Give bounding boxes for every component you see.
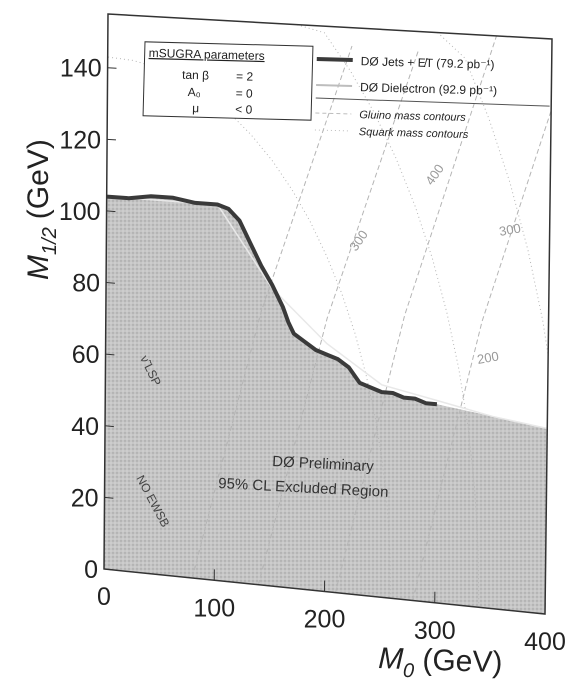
y-tick-mark-5	[106, 210, 116, 213]
x-tick-label-4: 400	[524, 628, 565, 656]
legend: DØ Jets + E̸T (79.2 pb⁻¹) DØ Dielectron …	[314, 54, 550, 141]
contour-label-squark-300: 300	[498, 220, 522, 239]
x-axis-title: M0 (GeV)	[378, 642, 503, 685]
legend-swatch-squark	[314, 129, 351, 132]
legend-swatch-jets	[316, 57, 353, 62]
y-tick-mark-1	[104, 496, 114, 499]
x-tick-label-2: 200	[304, 606, 346, 634]
series-jets-line	[106, 194, 438, 407]
y-tick-label-2: 40	[71, 413, 99, 441]
y-tick-label-4: 80	[72, 270, 100, 298]
y-tick-mark-0	[103, 568, 113, 571]
legend-swatch-gluino	[315, 112, 352, 115]
parameters-box: mSUGRA parameters tan β = 2 A₀ = 0 μ < 0	[142, 41, 314, 121]
param-tan-beta-value: = 2	[236, 69, 254, 83]
contour-label-squark-200: 200	[476, 348, 500, 367]
y-tick-mark-6	[107, 138, 116, 141]
x-axis-subscript: 0	[403, 660, 415, 682]
legend-label-dielectron: DØ Dielectron (92.9 pb⁻¹)	[360, 80, 497, 98]
y-axis-unit: (GeV)	[22, 139, 55, 219]
legend-divider	[315, 97, 550, 107]
contour-label-gluino-400: 400	[422, 161, 447, 187]
x-tick-label-0: 0	[97, 583, 111, 611]
x-tick-label-3: 300	[414, 617, 456, 645]
gluino-contour-0	[191, 45, 353, 579]
legend-swatch-dielectron	[316, 84, 353, 87]
squark-contour-2	[107, 56, 392, 599]
gluino-contour-2	[335, 35, 497, 593]
y-tick-label-5: 100	[59, 198, 101, 226]
svg-text:M1/2(GeV): M1/2 (GeV)	[22, 139, 61, 280]
x-axis-symbol: M	[378, 642, 404, 676]
y-tick-label-6: 120	[59, 126, 101, 154]
y-tick-label-0: 0	[84, 556, 98, 584]
y-tick-label-3: 60	[72, 341, 100, 369]
param-a0-value: = 0	[235, 86, 253, 100]
y-axis-symbol: M	[22, 255, 55, 280]
annotation-preliminary: DØ Preliminary	[272, 453, 375, 475]
legend-label-jets: DØ Jets + E̸T (79.2 pb⁻¹)	[361, 54, 495, 71]
gluino-contour-1	[257, 49, 420, 585]
param-a0-name: A₀	[188, 85, 201, 99]
x-axis-unit: (GeV)	[422, 644, 503, 680]
parameters-title: mSUGRA parameters	[149, 46, 265, 63]
y-tick-label-1: 20	[71, 484, 99, 512]
contour-label-gluino-300: 300	[346, 227, 371, 253]
param-mu-value: < 0	[235, 102, 253, 116]
y-tick-mark-7	[107, 67, 117, 69]
x-tick-label-1: 100	[193, 594, 235, 622]
excluded-region	[104, 196, 548, 614]
gluino-contour-3	[412, 40, 552, 601]
legend-label-squark: Squark mass contours	[359, 126, 469, 141]
y-tick-mark-2	[104, 425, 114, 428]
y-tick-label-7: 140	[60, 55, 102, 83]
svg-text:M0(GeV): M0 (GeV)	[378, 642, 503, 685]
param-tan-beta-name: tan β	[182, 68, 209, 83]
y-axis-subscript: 1/2	[39, 227, 61, 255]
y-tick-mark-4	[106, 282, 115, 284]
y-tick-mark-3	[105, 353, 115, 356]
legend-label-gluino: Gluino mass contours	[359, 109, 466, 124]
y-axis-title: M1/2 (GeV)	[22, 139, 61, 280]
series-dielectron-line	[106, 195, 548, 430]
param-mu-name: μ	[192, 101, 199, 115]
